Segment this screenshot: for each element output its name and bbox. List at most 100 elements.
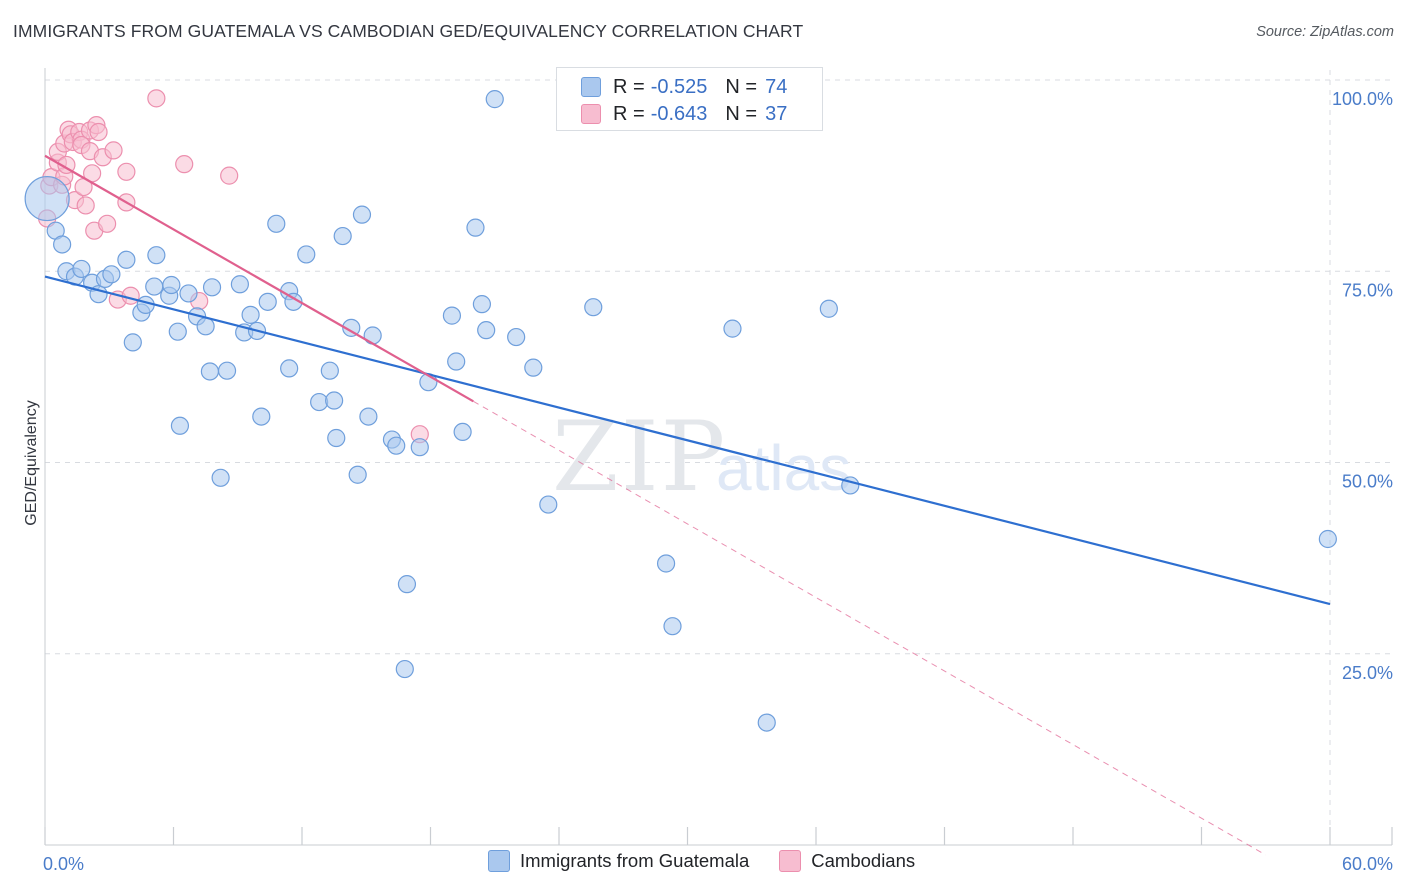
data-point-guatemala xyxy=(584,298,603,317)
data-point-guatemala xyxy=(202,278,222,297)
data-point-cambodians xyxy=(147,89,166,108)
guatemala-points xyxy=(24,90,1337,732)
data-point-guatemala xyxy=(397,575,417,594)
data-point-guatemala xyxy=(342,318,361,337)
data-point-guatemala xyxy=(179,284,198,303)
data-point-cambodians xyxy=(98,214,117,233)
data-point-guatemala xyxy=(410,438,429,457)
data-point-guatemala xyxy=(539,495,558,514)
legend-n-label: N = xyxy=(725,75,758,98)
data-point-guatemala xyxy=(387,436,406,455)
legend-n-value: 37 xyxy=(765,102,788,125)
legend-r-value: -0.643 xyxy=(650,102,708,125)
data-point-guatemala xyxy=(442,306,462,325)
chart-title: IMMIGRANTS FROM GUATEMALA VS CAMBODIAN G… xyxy=(13,21,804,41)
legend-swatch-cambodians xyxy=(581,104,601,124)
data-point-guatemala xyxy=(507,327,526,347)
data-point-guatemala xyxy=(757,713,776,732)
data-point-guatemala xyxy=(136,295,155,315)
data-point-guatemala xyxy=(24,175,70,222)
data-point-cambodians xyxy=(220,166,239,185)
legend-swatch-guatemala xyxy=(488,850,510,872)
data-point-guatemala xyxy=(348,465,367,484)
series-legend: Immigrants from Guatemala Cambodians xyxy=(488,850,945,872)
data-point-guatemala xyxy=(267,214,286,233)
data-point-guatemala xyxy=(352,205,372,224)
legend-item-guatemala[interactable]: Immigrants from Guatemala xyxy=(488,850,749,872)
axes xyxy=(44,68,1393,846)
data-point-guatemala xyxy=(485,90,504,109)
data-point-guatemala xyxy=(168,322,187,341)
data-point-guatemala xyxy=(252,407,271,426)
data-point-guatemala xyxy=(447,352,466,371)
legend-swatch-cambodians xyxy=(779,850,802,872)
data-point-guatemala xyxy=(325,391,344,410)
data-point-guatemala xyxy=(723,319,742,338)
data-point-guatemala xyxy=(147,246,166,265)
data-point-guatemala xyxy=(656,554,676,573)
x-tick-label: 0.0% xyxy=(43,854,84,874)
data-point-guatemala xyxy=(200,362,220,381)
data-point-guatemala xyxy=(72,259,91,279)
data-point-guatemala xyxy=(280,359,299,378)
data-point-guatemala xyxy=(297,245,316,264)
chart-source: Source: ZipAtlas.com xyxy=(1256,24,1394,40)
data-point-guatemala xyxy=(477,321,496,340)
data-point-guatemala xyxy=(524,358,543,377)
y-axis-label: GED/Equivalency xyxy=(23,400,40,525)
data-point-guatemala xyxy=(395,659,414,679)
data-point-guatemala xyxy=(359,407,378,426)
data-point-cambodians xyxy=(57,155,76,175)
y-tick-label: 75.0% xyxy=(1342,280,1393,300)
y-tick-labels: 25.0% 50.0% 75.0% 100.0% xyxy=(1332,89,1393,683)
data-point-guatemala xyxy=(217,361,237,380)
legend-row-cambodians: R = -0.643 N = 37 xyxy=(557,100,787,128)
data-point-guatemala xyxy=(327,428,346,448)
data-point-guatemala xyxy=(211,468,230,487)
data-point-cambodians xyxy=(121,286,140,305)
data-point-guatemala xyxy=(453,422,472,441)
data-point-guatemala xyxy=(663,617,682,636)
data-point-guatemala xyxy=(819,299,838,318)
data-point-cambodians xyxy=(89,122,108,142)
legend-label-guatemala: Immigrants from Guatemala xyxy=(520,850,750,871)
x-tick-labels: 0.0% 60.0% xyxy=(43,854,1393,874)
data-point-guatemala xyxy=(258,292,277,311)
data-point-guatemala xyxy=(170,416,190,435)
data-point-guatemala xyxy=(230,275,249,294)
data-point-guatemala xyxy=(117,250,136,269)
watermark-atlas: atlas xyxy=(716,432,851,504)
data-point-cambodians xyxy=(104,141,123,160)
legend-row-guatemala: R = -0.525 N = 74 xyxy=(557,73,787,101)
data-point-guatemala xyxy=(363,326,382,345)
legend-r-label: R = xyxy=(613,102,645,125)
y-tick-label: 50.0% xyxy=(1342,472,1393,492)
y-tick-label: 100.0% xyxy=(1332,89,1393,109)
data-point-guatemala xyxy=(310,392,329,412)
data-point-guatemala xyxy=(145,277,164,296)
correlation-legend: R = -0.525 N = 74 R = -0.643 N = 37 xyxy=(556,67,823,131)
data-point-guatemala xyxy=(320,361,339,380)
data-point-guatemala xyxy=(466,218,485,237)
data-point-guatemala xyxy=(162,275,181,295)
x-tick-label: 60.0% xyxy=(1342,854,1393,874)
data-point-guatemala xyxy=(102,265,121,284)
data-point-cambodians xyxy=(76,196,95,215)
data-point-guatemala xyxy=(472,295,491,314)
legend-item-cambodians[interactable]: Cambodians xyxy=(779,850,915,872)
legend-r-value: -0.525 xyxy=(650,75,708,98)
legend-n-label: N = xyxy=(725,102,758,125)
data-point-guatemala xyxy=(53,235,72,254)
trend-line-cambodians xyxy=(44,154,474,403)
cambodians-points xyxy=(38,89,429,444)
trend-line-cambodians-extension xyxy=(473,400,1266,856)
trend-lines xyxy=(44,154,1331,856)
grid-lines xyxy=(45,70,1392,845)
data-point-cambodians xyxy=(175,155,194,174)
data-point-guatemala xyxy=(1318,529,1337,549)
watermark-zip: ZIP xyxy=(552,401,727,513)
legend-r-label: R = xyxy=(613,75,645,98)
legend-n-value: 74 xyxy=(765,75,788,98)
data-point-guatemala xyxy=(123,333,142,352)
